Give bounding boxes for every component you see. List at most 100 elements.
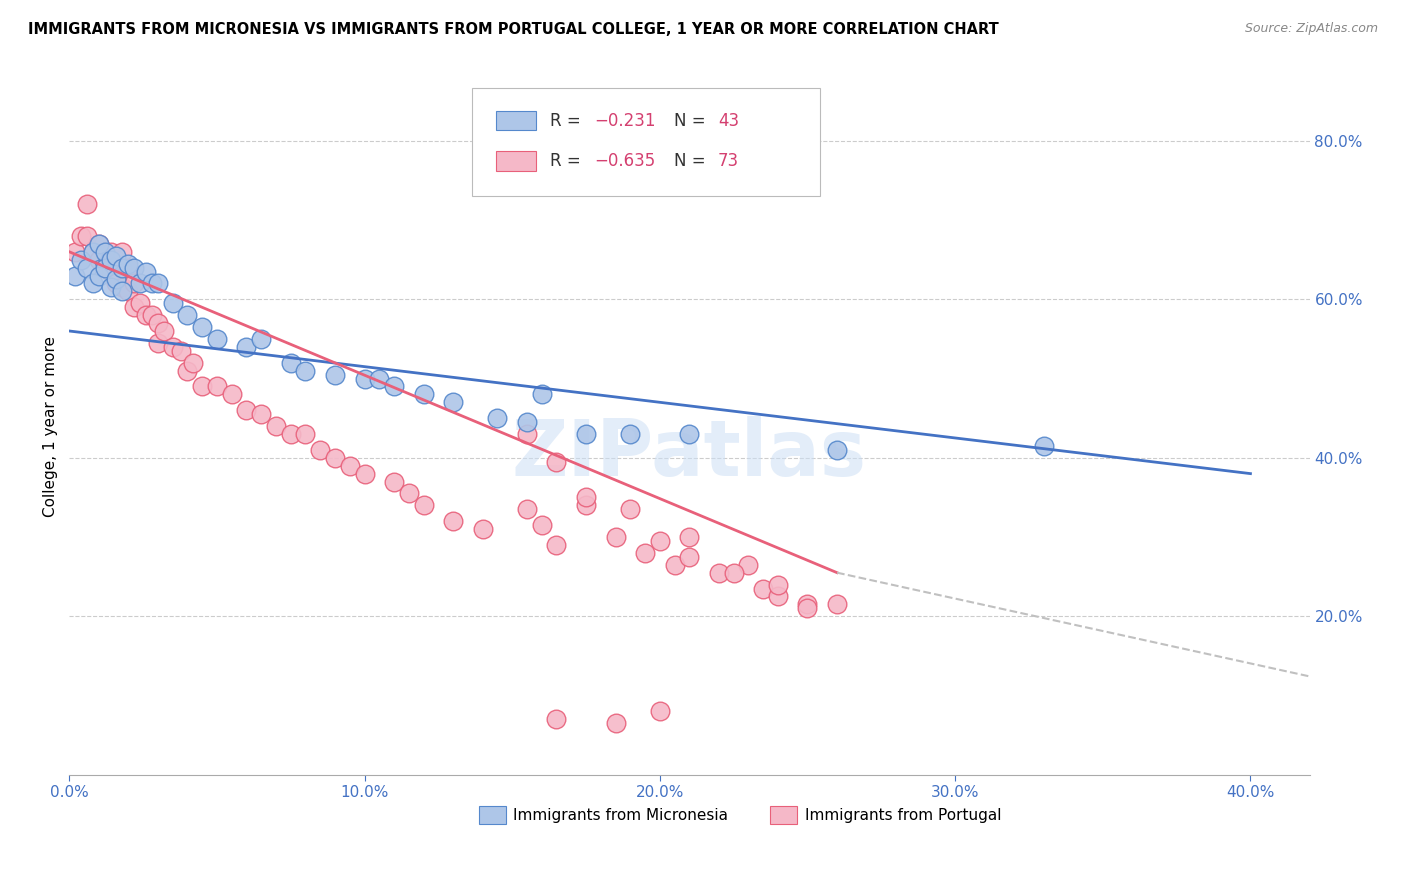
Point	[796, 601, 818, 615]
Point	[294, 427, 316, 442]
Point	[368, 371, 391, 385]
Point	[205, 379, 228, 393]
Point	[76, 260, 98, 275]
Point	[100, 252, 122, 267]
Point	[170, 343, 193, 358]
Text: Immigrants from Portugal: Immigrants from Portugal	[804, 807, 1001, 822]
Point	[129, 296, 152, 310]
Point	[93, 260, 115, 275]
Point	[191, 320, 214, 334]
Point	[146, 277, 169, 291]
Point	[575, 427, 598, 442]
Point	[353, 371, 375, 385]
Point	[111, 260, 134, 275]
FancyBboxPatch shape	[496, 152, 536, 171]
Point	[605, 716, 627, 731]
Point	[82, 277, 104, 291]
Point	[280, 427, 302, 442]
Point	[141, 308, 163, 322]
Point	[752, 582, 775, 596]
Point	[382, 379, 405, 393]
Point	[105, 272, 128, 286]
Point	[135, 264, 157, 278]
Point	[117, 260, 139, 275]
Point	[648, 533, 671, 548]
Point	[471, 522, 494, 536]
Point	[723, 566, 745, 580]
Point	[516, 415, 538, 429]
Point	[152, 324, 174, 338]
Point	[796, 598, 818, 612]
Point	[605, 530, 627, 544]
Point	[111, 244, 134, 259]
Point	[111, 260, 134, 275]
Point	[70, 228, 93, 243]
Text: 73: 73	[718, 153, 740, 170]
Text: Immigrants from Micronesia: Immigrants from Micronesia	[513, 807, 728, 822]
Point	[122, 277, 145, 291]
Text: ZIPatlas: ZIPatlas	[512, 416, 868, 492]
FancyBboxPatch shape	[770, 806, 797, 824]
Point	[122, 300, 145, 314]
Point	[648, 704, 671, 718]
Point	[105, 249, 128, 263]
Point	[191, 379, 214, 393]
Point	[353, 467, 375, 481]
Point	[678, 549, 700, 564]
Point	[619, 502, 641, 516]
Point	[76, 197, 98, 211]
Text: R =: R =	[551, 112, 586, 129]
Point	[737, 558, 759, 572]
Point	[441, 514, 464, 528]
Point	[825, 598, 848, 612]
Point	[93, 244, 115, 259]
Point	[235, 403, 257, 417]
FancyBboxPatch shape	[496, 111, 536, 130]
Point	[412, 387, 434, 401]
Point	[146, 316, 169, 330]
FancyBboxPatch shape	[472, 88, 820, 196]
Point	[76, 228, 98, 243]
Point	[135, 308, 157, 322]
Point	[87, 252, 110, 267]
Point	[221, 387, 243, 401]
Point	[766, 577, 789, 591]
Text: 43: 43	[718, 112, 740, 129]
Text: Source: ZipAtlas.com: Source: ZipAtlas.com	[1244, 22, 1378, 36]
Point	[235, 340, 257, 354]
Text: N =: N =	[675, 112, 711, 129]
Point	[486, 411, 509, 425]
Point	[412, 498, 434, 512]
Point	[250, 332, 273, 346]
Text: −0.231: −0.231	[593, 112, 655, 129]
Point	[162, 296, 184, 310]
Point	[707, 566, 730, 580]
Point	[82, 244, 104, 259]
Point	[398, 486, 420, 500]
Point	[176, 308, 198, 322]
Point	[105, 252, 128, 267]
Point	[546, 455, 568, 469]
Text: IMMIGRANTS FROM MICRONESIA VS IMMIGRANTS FROM PORTUGAL COLLEGE, 1 YEAR OR MORE C: IMMIGRANTS FROM MICRONESIA VS IMMIGRANTS…	[28, 22, 998, 37]
Text: N =: N =	[675, 153, 711, 170]
Point	[117, 257, 139, 271]
Point	[516, 502, 538, 516]
Point	[664, 558, 686, 572]
Point	[129, 277, 152, 291]
Point	[382, 475, 405, 489]
Text: R =: R =	[551, 153, 586, 170]
Point	[105, 277, 128, 291]
Point	[766, 590, 789, 604]
Y-axis label: College, 1 year or more: College, 1 year or more	[44, 335, 58, 516]
Point	[546, 712, 568, 726]
Text: −0.635: −0.635	[593, 153, 655, 170]
Point	[575, 498, 598, 512]
Point	[162, 340, 184, 354]
Point	[546, 538, 568, 552]
Point	[619, 427, 641, 442]
Point	[122, 260, 145, 275]
Point	[176, 363, 198, 377]
Point	[100, 264, 122, 278]
FancyBboxPatch shape	[478, 806, 506, 824]
Point	[678, 530, 700, 544]
